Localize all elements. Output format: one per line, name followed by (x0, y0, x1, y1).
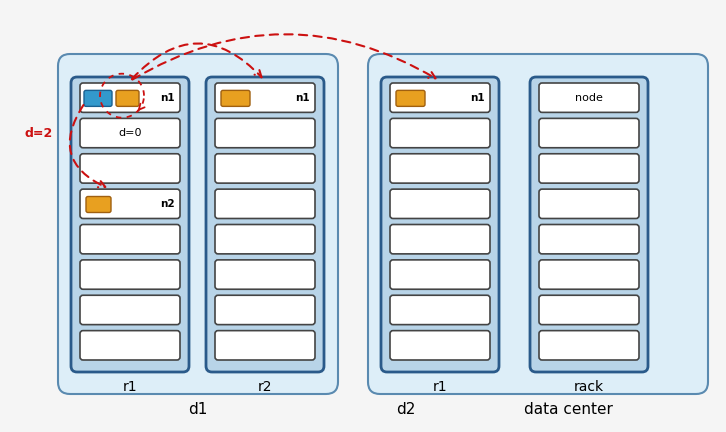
FancyBboxPatch shape (80, 330, 180, 360)
FancyBboxPatch shape (116, 90, 139, 106)
Text: r1: r1 (123, 380, 137, 394)
FancyBboxPatch shape (80, 260, 180, 289)
FancyBboxPatch shape (530, 77, 648, 372)
FancyBboxPatch shape (215, 189, 315, 219)
FancyBboxPatch shape (381, 77, 499, 372)
FancyBboxPatch shape (215, 118, 315, 148)
FancyBboxPatch shape (80, 154, 180, 183)
FancyBboxPatch shape (215, 295, 315, 324)
Text: d2: d2 (396, 402, 416, 417)
FancyBboxPatch shape (221, 90, 250, 106)
FancyBboxPatch shape (80, 225, 180, 254)
Text: data center: data center (523, 402, 613, 417)
FancyBboxPatch shape (539, 330, 639, 360)
Text: r1: r1 (433, 380, 447, 394)
Text: n2: n2 (160, 199, 175, 209)
Text: d=2: d=2 (25, 127, 53, 140)
FancyBboxPatch shape (58, 54, 338, 394)
FancyBboxPatch shape (86, 197, 111, 213)
FancyBboxPatch shape (80, 83, 180, 112)
FancyBboxPatch shape (539, 260, 639, 289)
FancyBboxPatch shape (396, 90, 425, 106)
FancyBboxPatch shape (390, 295, 490, 324)
FancyBboxPatch shape (215, 260, 315, 289)
FancyBboxPatch shape (390, 260, 490, 289)
FancyBboxPatch shape (206, 77, 324, 372)
FancyBboxPatch shape (215, 154, 315, 183)
Text: n1: n1 (295, 93, 310, 103)
Text: d=4: d=4 (193, 0, 221, 1)
FancyBboxPatch shape (390, 118, 490, 148)
FancyBboxPatch shape (539, 295, 639, 324)
Text: d=0: d=0 (118, 128, 142, 138)
FancyBboxPatch shape (539, 118, 639, 148)
FancyBboxPatch shape (539, 225, 639, 254)
Text: n1: n1 (160, 93, 175, 103)
FancyBboxPatch shape (390, 154, 490, 183)
FancyBboxPatch shape (390, 83, 490, 112)
FancyBboxPatch shape (539, 83, 639, 112)
Text: n1: n1 (470, 93, 485, 103)
Text: d1: d1 (188, 402, 208, 417)
FancyBboxPatch shape (84, 90, 112, 106)
FancyBboxPatch shape (80, 118, 180, 148)
Text: node: node (575, 93, 603, 103)
Text: r2: r2 (258, 380, 272, 394)
Text: rack: rack (574, 380, 604, 394)
FancyBboxPatch shape (539, 189, 639, 219)
FancyBboxPatch shape (390, 189, 490, 219)
FancyBboxPatch shape (215, 83, 315, 112)
FancyBboxPatch shape (390, 330, 490, 360)
FancyBboxPatch shape (539, 154, 639, 183)
FancyBboxPatch shape (80, 189, 180, 219)
FancyBboxPatch shape (71, 77, 189, 372)
FancyBboxPatch shape (215, 330, 315, 360)
FancyBboxPatch shape (215, 225, 315, 254)
FancyBboxPatch shape (390, 225, 490, 254)
FancyBboxPatch shape (80, 295, 180, 324)
FancyBboxPatch shape (368, 54, 708, 394)
